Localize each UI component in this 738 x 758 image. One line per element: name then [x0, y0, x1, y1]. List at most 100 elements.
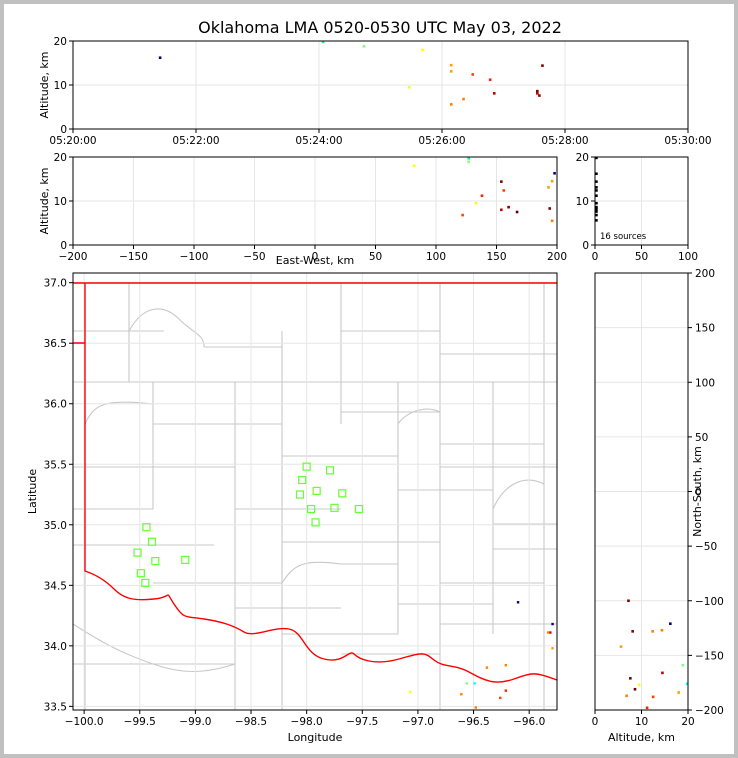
altitude-histogram-point [595, 213, 598, 217]
county-boundary [73, 541, 557, 550]
plan-view-point [504, 664, 508, 667]
altitude-time-point [449, 70, 453, 73]
plan-view-xtick-label: −100.0 [65, 716, 104, 728]
altitude-eastwest-ytick-label: 10 [54, 196, 67, 208]
altitude-time-point [492, 92, 496, 95]
lma-figure: Oklahoma LMA 0520-0530 UTC May 03, 2022 0… [26, 18, 724, 744]
plan-view-point [546, 631, 550, 634]
lma-station-marker [295, 490, 305, 499]
altitude-histogram-point [595, 180, 598, 183]
altitude-time-xtick-label: 05:20:00 [49, 135, 96, 147]
lma-station-marker [338, 489, 347, 498]
northsouth-altitude-xtick-label: 0 [592, 716, 599, 728]
altitude-histogram-xtick-label: 0 [592, 251, 599, 263]
northsouth-altitude-point [660, 628, 664, 632]
lma-station-marker [307, 504, 316, 514]
source-count-note: 16 sources [600, 232, 647, 242]
northsouth-altitude-point [651, 630, 654, 633]
altitude-eastwest-point [548, 207, 552, 210]
county-boundary [397, 408, 441, 425]
plan-view-xtick-label: −97.0 [402, 716, 434, 728]
altitude-eastwest-point [550, 179, 554, 183]
plan-view-xtick-label: −98.0 [291, 716, 323, 728]
northsouth-altitude-xlabel: Altitude, km [608, 731, 675, 744]
altitude-histogram-point [595, 189, 598, 192]
plan-view-ytick-label: 34.5 [44, 580, 67, 592]
altitude-time-point [421, 48, 424, 52]
altitude-time-ytick-label: 0 [60, 124, 67, 136]
northsouth-altitude-ylabel: North-South, km [691, 446, 704, 537]
plan-view-ytick-label: 33.5 [44, 701, 67, 713]
county-boundary [153, 411, 544, 445]
altitude-eastwest-point [500, 180, 503, 183]
lma-station-marker [302, 462, 311, 471]
altitude-histogram-xtick-label: 50 [635, 251, 648, 263]
altitude-eastwest-ylabel: Altitude, km [38, 167, 51, 234]
northsouth-altitude-ytick-label: −200 [695, 705, 724, 717]
plan-view-point [460, 693, 463, 696]
altitude-histogram-point [595, 210, 598, 213]
altitude-eastwest-xtick-label: 200 [547, 251, 567, 263]
plan-view-ytick-label: 37.0 [44, 278, 67, 290]
altitude-eastwest-point [412, 164, 416, 168]
lma-station-marker [141, 578, 150, 587]
plan-view-xtick-label: −99.5 [124, 716, 156, 728]
altitude-eastwest-point [515, 210, 519, 214]
altitude-eastwest-point [467, 160, 470, 164]
northsouth-altitude-point [629, 677, 632, 680]
altitude-eastwest-point [500, 208, 503, 212]
lma-station-marker [311, 518, 320, 527]
altitude-eastwest-xtick-label: 0 [312, 251, 319, 263]
altitude-eastwest-ytick-label: 20 [54, 152, 67, 164]
altitude-histogram-point [595, 201, 598, 205]
plan-view-xtick-label: −99.0 [179, 716, 211, 728]
northsouth-altitude-ytick-label: −100 [695, 596, 724, 608]
lma-station-marker [298, 475, 307, 485]
plan-view-point [408, 690, 412, 694]
plan-view-layer [73, 273, 557, 710]
altitude-eastwest-point [553, 171, 556, 175]
altitude-eastwest-point [480, 194, 484, 198]
lma-station-marker [330, 503, 339, 512]
altitude-histogram-ytick-label: 0 [582, 240, 589, 252]
lma-station-marker [181, 555, 190, 564]
lma-station-marker [147, 537, 157, 546]
northsouth-altitude-point [669, 622, 672, 625]
lma-station-marker [354, 504, 364, 514]
altitude-time-point [541, 64, 544, 67]
chart-title: Oklahoma LMA 0520-0530 UTC May 03, 2022 [198, 18, 562, 37]
altitude-histogram-point [595, 156, 598, 160]
lma-station-marker [312, 486, 321, 495]
altitude-time-point [538, 94, 541, 97]
plan-view-xtick-label: −98.5 [235, 716, 267, 728]
altitude-histogram-xtick-label: 100 [678, 251, 698, 263]
county-boundary [73, 623, 236, 673]
altitude-histogram-point [595, 194, 598, 198]
northsouth-altitude-point [651, 695, 655, 699]
plan-view-xlabel: Longitude [288, 731, 343, 744]
plan-view-ytick-label: 35.5 [44, 459, 67, 471]
plan-view-point [504, 689, 508, 692]
altitude-time-xtick-label: 05:30:00 [664, 135, 711, 147]
altitude-eastwest-point [461, 213, 464, 217]
county-boundary [235, 603, 493, 609]
northsouth-altitude-point [645, 706, 649, 710]
northsouth-altitude-xtick-label: 10 [635, 716, 648, 728]
county-boundary [282, 623, 557, 635]
plan-view-point [551, 622, 554, 626]
altitude-histogram-point [595, 172, 598, 176]
altitude-eastwest-xlabel: East-West, km [276, 254, 354, 267]
northsouth-altitude-ytick-label: −50 [695, 541, 717, 553]
altitude-eastwest-ytick-label: 0 [60, 240, 67, 252]
northsouth-altitude-point [681, 663, 685, 667]
lma-station-marker [142, 523, 151, 532]
county-boundary [128, 308, 205, 348]
altitude-eastwest-point [502, 189, 506, 192]
plan-view-point [474, 706, 477, 709]
altitude-time-xtick-label: 05:26:00 [418, 135, 465, 147]
northsouth-altitude-point [619, 645, 623, 648]
northsouth-altitude-ytick-label: 200 [695, 268, 715, 280]
county-boundary [73, 455, 557, 468]
northsouth-altitude-point [631, 630, 634, 633]
altitude-time-point [462, 97, 465, 101]
